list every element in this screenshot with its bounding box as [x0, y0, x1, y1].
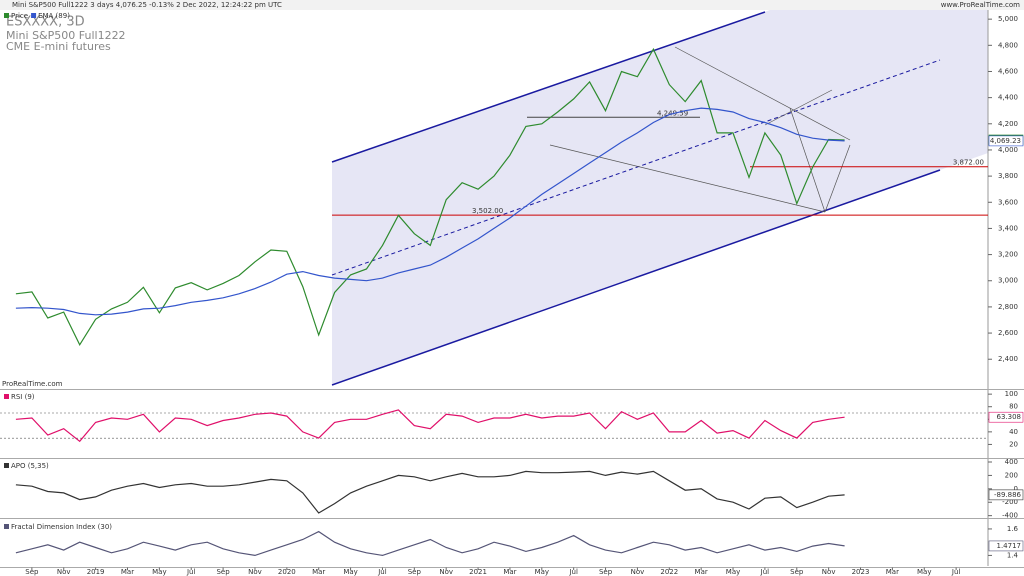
last-value-label: 1.4717 — [997, 542, 1022, 550]
x-tick-label: Mar — [121, 568, 134, 576]
x-tick-label: Nov — [439, 568, 453, 576]
x-tick-label: 2022 — [660, 568, 678, 576]
legend-swatch — [31, 13, 37, 18]
y-tick-label: 20 — [1009, 440, 1018, 448]
y-tick-label: 3,800 — [998, 172, 1018, 180]
x-tick-label: Sep — [216, 568, 230, 576]
y-tick-label: 200 — [1005, 471, 1018, 479]
x-tick-label: May — [917, 568, 931, 576]
y-tick-label: 80 — [1009, 403, 1018, 411]
y-tick-label: 4,200 — [998, 120, 1018, 128]
last-value-box — [988, 411, 1024, 423]
y-tick-label: 4,400 — [998, 94, 1018, 102]
x-tick-label: May — [726, 568, 740, 576]
channel-fill — [332, 10, 988, 385]
y-tick-label: 400 — [1005, 458, 1018, 466]
x-tick-label: 2020 — [278, 568, 296, 576]
channel-mid — [331, 59, 941, 276]
x-tick-label: 2023 — [852, 568, 870, 576]
y-tick-label: 4,800 — [998, 41, 1018, 49]
last-value-box — [988, 135, 1024, 147]
x-tick-label: Jul — [377, 568, 387, 576]
last-value-label: 63.308 — [997, 413, 1022, 421]
y-tick-label: -200 — [1002, 498, 1018, 506]
y-tick-label: 3,600 — [998, 198, 1018, 206]
series-line — [15, 47, 845, 347]
y-tick-label: 2,400 — [998, 355, 1018, 363]
x-tick-label: Sep — [599, 568, 613, 576]
y-tick-label: 1.4 — [1007, 551, 1019, 559]
x-tick-label: Jul — [186, 568, 196, 576]
trend-line — [789, 107, 826, 213]
level-label: 3,872.00 — [953, 159, 984, 167]
legend-label: Fractal Dimension Index (30) — [11, 523, 112, 531]
y-tick-label: 0 — [1014, 485, 1018, 493]
x-tick-label: Jul — [951, 568, 961, 576]
header-title: Mini S&P500 Full1222 3 days 4,076.25 -0.… — [12, 1, 282, 9]
x-tick-label: Nov — [631, 568, 645, 576]
y-tick-label: 5,000 — [998, 15, 1018, 23]
last-value-box — [988, 540, 1024, 552]
series-line — [15, 530, 845, 557]
legend-label: EMA (89) — [38, 12, 70, 20]
symbol: ESXXXX, 3D — [6, 15, 85, 30]
x-tick-label: May — [152, 568, 166, 576]
header-bar — [0, 0, 1024, 10]
legend-label: Price — [11, 12, 28, 20]
channel-upper — [331, 11, 766, 163]
y-tick-label: 4,600 — [998, 67, 1018, 75]
x-tick-label: Nov — [822, 568, 836, 576]
y-tick-label: 40 — [1009, 428, 1018, 436]
y-tick-label: 2,600 — [998, 329, 1018, 337]
x-tick-label: Jul — [568, 568, 578, 576]
instrument-name: Mini S&P500 Full1222 — [6, 29, 126, 42]
x-tick-label: Mar — [312, 568, 325, 576]
y-tick-label: 100 — [1005, 390, 1018, 398]
x-tick-label: Mar — [695, 568, 708, 576]
trend-line — [674, 46, 851, 141]
y-tick-label: 2,800 — [998, 303, 1018, 311]
x-tick-label: Sep — [790, 568, 804, 576]
x-tick-label: Mar — [886, 568, 899, 576]
x-tick-label: Sep — [25, 568, 39, 576]
legend-swatch — [4, 463, 9, 468]
y-tick-label: 4,000 — [998, 146, 1018, 154]
legend-swatch — [4, 524, 9, 529]
x-tick-label: 2019 — [87, 568, 105, 576]
channel-lower — [331, 169, 941, 386]
series-line — [15, 107, 845, 316]
last-value-box — [988, 489, 1024, 501]
x-tick-label: Nov — [248, 568, 262, 576]
y-tick-label: 3,400 — [998, 224, 1018, 232]
level-label: 3,502.00 — [472, 207, 503, 215]
y-tick-label: 1.6 — [1007, 525, 1019, 533]
y-tick-label: 3,200 — [998, 251, 1018, 259]
x-tick-label: Nov — [57, 568, 71, 576]
x-tick-label: Sep — [408, 568, 422, 576]
last-value-label: 4,069.23 — [990, 137, 1021, 145]
x-tick-label: May — [343, 568, 357, 576]
x-tick-label: Jul — [760, 568, 770, 576]
legend-label: RSI (9) — [11, 393, 35, 401]
credit: ProRealTime.com — [2, 380, 63, 388]
x-tick-label: May — [535, 568, 549, 576]
x-tick-label: Mar — [503, 568, 516, 576]
y-tick-label: -400 — [1002, 512, 1018, 520]
header-site: www.ProRealTime.com — [941, 1, 1020, 9]
trend-line — [549, 144, 826, 213]
exchange: CME E-mini futures — [6, 40, 111, 53]
x-tick-label: 2021 — [469, 568, 487, 576]
last-value-label: -89.886 — [994, 491, 1022, 499]
trend-line — [764, 89, 833, 126]
series-line — [15, 409, 845, 443]
legend-swatch — [4, 394, 9, 399]
y-tick-label: 3,000 — [998, 277, 1018, 285]
series-line — [15, 470, 845, 514]
legend-swatch — [4, 13, 9, 18]
trend-line — [824, 144, 851, 213]
legend-label: APO (5,35) — [11, 462, 49, 470]
